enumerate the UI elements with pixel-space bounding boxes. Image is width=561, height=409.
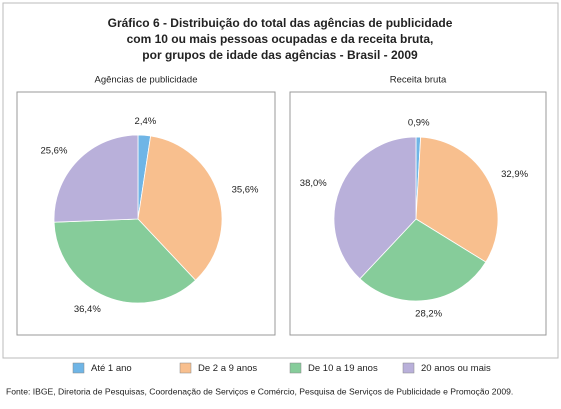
value-label: 32,9%: [501, 169, 528, 180]
legend-label: 20 anos ou mais: [421, 363, 491, 374]
legend-swatch: [402, 362, 415, 374]
pie-slice: [333, 136, 417, 280]
pie-slice: [137, 135, 223, 281]
value-label: 0,9%: [408, 118, 430, 129]
pie-slice: [53, 218, 197, 304]
title-line: por grupos de idade das agências - Brasi…: [142, 48, 418, 62]
pie-title: Agências de publicidade: [95, 75, 198, 86]
legend-label: De 10 a 19 anos: [308, 363, 378, 374]
title-line: Gráfico 6 - Distribuição do total das ag…: [108, 16, 453, 30]
legend-swatch: [72, 362, 85, 374]
value-label: 35,6%: [232, 184, 259, 195]
value-label: 38,0%: [300, 178, 327, 189]
title-line: com 10 ou mais pessoas ocupadas e da rec…: [127, 32, 434, 46]
value-label: 36,4%: [74, 304, 101, 315]
legend-label: De 2 a 9 anos: [198, 363, 257, 374]
value-label: 25,6%: [40, 146, 67, 157]
value-label: 2,4%: [135, 116, 157, 127]
pie-slice: [415, 136, 499, 263]
pie-title: Receita bruta: [390, 75, 447, 86]
legend-swatch: [289, 362, 302, 374]
pie-slice: [359, 218, 487, 302]
value-label: 28,2%: [415, 309, 442, 320]
pie-slice: [53, 134, 139, 223]
legend-label: Até 1 ano: [91, 363, 132, 374]
legend-swatch: [179, 362, 192, 374]
source: Fonte: IBGE, Diretoria de Pesquisas, Coo…: [6, 386, 513, 396]
